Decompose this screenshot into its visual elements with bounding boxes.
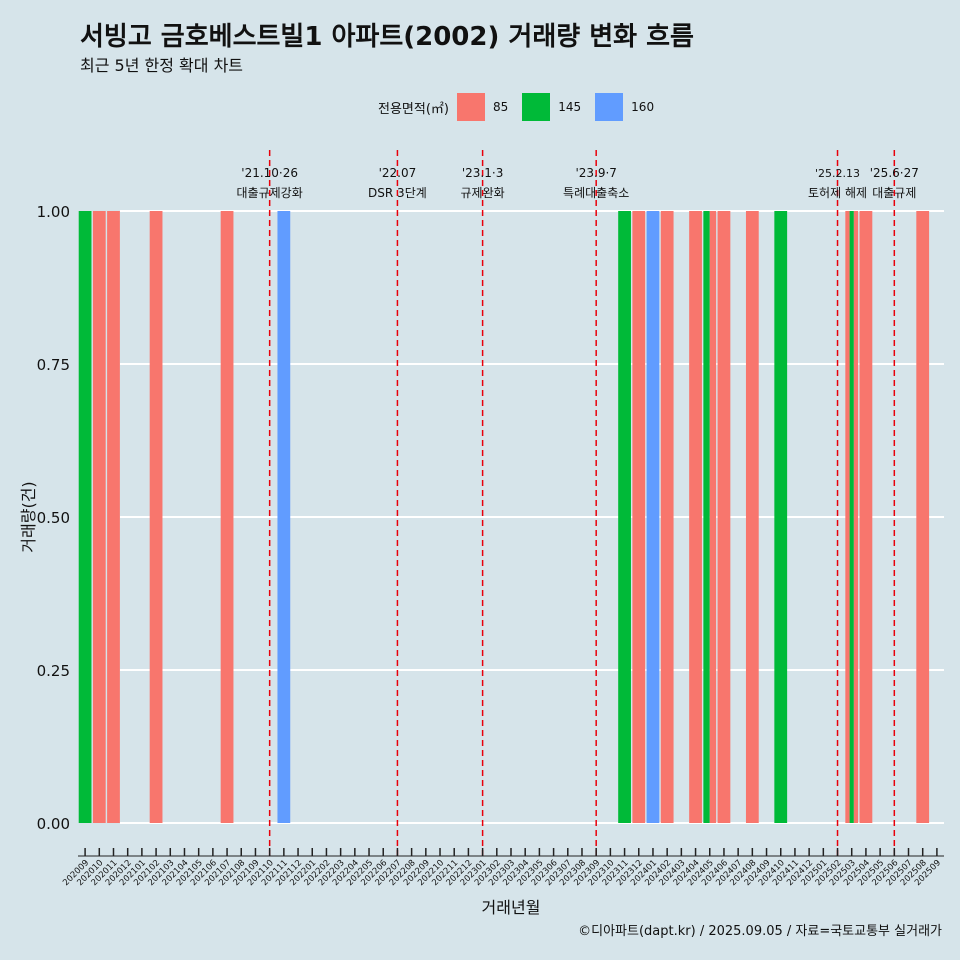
bar [745, 211, 759, 823]
chart-title: 서빙고 금호베스트빌1 아파트(2002) 거래량 변화 흐름 [80, 22, 694, 52]
bar [646, 211, 660, 823]
x-axis-title: 거래년월 [482, 898, 541, 917]
event-label: 특례대출축소 [563, 186, 629, 200]
bar [277, 211, 291, 823]
event-label: 대출규제강화 [237, 186, 303, 200]
event-label: DSR 3단계 [368, 186, 427, 200]
y-tick-label: 0.25 [37, 662, 70, 680]
event-date: '22.07 [379, 166, 417, 180]
legend-key-145 [522, 93, 551, 121]
event-date: '25.2.13 [815, 167, 860, 180]
bar [107, 211, 120, 823]
bar [660, 211, 674, 823]
y-tick-label: 0.00 [37, 815, 70, 833]
event-label: 토허제 해제 [808, 186, 867, 200]
legend-title: 전용면적(㎡) [378, 101, 449, 117]
source-caption: ©디아파트(dapt.kr) / 2025.09.05 / 자료=국토교통부 실… [578, 924, 942, 939]
bar [774, 211, 788, 823]
legend-label-85: 85 [492, 100, 509, 114]
y-tick-label: 1.00 [37, 203, 70, 221]
event-label: 대출규제 [872, 186, 916, 200]
bar [220, 211, 234, 823]
bar [709, 211, 717, 823]
event-date: '21.10·26 [241, 166, 298, 180]
event-date: '23.1·3 [462, 166, 503, 180]
event-label: 규제완화 [461, 186, 505, 200]
legend-key-160 [595, 93, 624, 121]
legend-label-145: 145 [558, 100, 582, 114]
bar [859, 211, 873, 823]
y-axis-title: 거래량(건) [19, 481, 38, 552]
bar [618, 211, 631, 823]
legend: 전용면적(㎡) 85 145 160 [378, 93, 668, 121]
y-tick-label: 0.75 [37, 356, 70, 374]
bar [78, 211, 92, 823]
bar [916, 211, 930, 823]
y-tick-label: 0.50 [37, 509, 70, 527]
bar [853, 211, 859, 823]
bar [92, 211, 106, 823]
bar [845, 211, 850, 823]
event-date: '23.9·7 [575, 166, 616, 180]
bar [717, 211, 731, 823]
chart-subtitle: 최근 5년 한정 확대 차트 [80, 56, 244, 75]
legend-label-160: 160 [631, 100, 655, 114]
bar [703, 211, 710, 823]
bar [849, 211, 854, 823]
bar [632, 211, 646, 823]
event-date: '25.6·27 [870, 166, 919, 180]
legend-key-85 [456, 93, 485, 121]
bar [689, 211, 702, 823]
bar [149, 211, 163, 823]
